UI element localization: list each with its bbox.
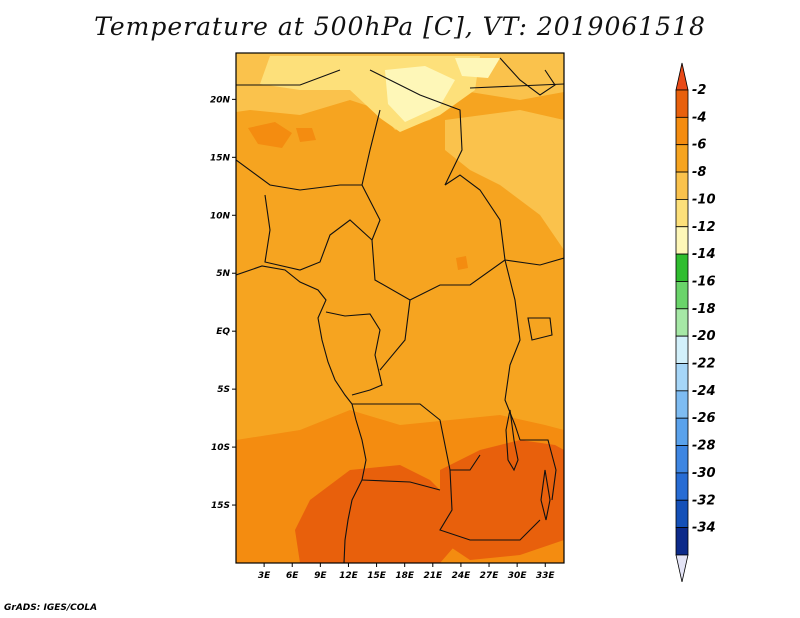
region-4-spot-b [296, 128, 316, 142]
colorbar-segment [675, 226, 689, 255]
region-2-south-w [295, 465, 460, 563]
lat-tick-label: 15S [211, 501, 230, 511]
colorbar-segment [675, 89, 689, 118]
lon-tick-label: 9E [314, 571, 327, 581]
region-12-north-b [455, 58, 500, 78]
colorbar-label: -14 [692, 247, 716, 262]
country-borders [236, 57, 564, 563]
region-8-ne [445, 110, 564, 250]
lat-tick-label: 5N [216, 269, 230, 279]
lat-tick-label: 20N [210, 95, 231, 105]
lake-malawi [540, 469, 551, 521]
border-south-sudan [504, 257, 564, 266]
lon-tick-label: 3E [258, 571, 271, 581]
lon-tick-label: 12E [339, 571, 359, 581]
border-sahara [236, 69, 341, 86]
region-12-north [385, 66, 455, 122]
colorbar-segment [675, 499, 689, 529]
colorbar-label: -8 [692, 165, 706, 180]
border-cameroon-gabon [325, 311, 383, 396]
lake-tanganyika [505, 409, 519, 472]
region-2-south-e [440, 440, 564, 560]
lon-tick-label: 30E [508, 571, 528, 581]
colorbar-top-arrow [675, 62, 689, 91]
colorbar-label: -28 [692, 439, 716, 454]
colorbar: -2 -4 -6 -8 -10 -12 -14 -16 -18 -20 -22 -24 -26 -28 -3… [675, 62, 716, 583]
colorbar-segment [675, 363, 689, 392]
lon-tick-label: 24E [452, 571, 472, 581]
lat-tick-label: 15N [210, 153, 231, 163]
border-angola [352, 403, 481, 471]
colorbar-segment [675, 335, 689, 364]
lat-tick-label: EQ [216, 327, 230, 337]
region-4-spot [248, 122, 292, 148]
latitude-axis: 20N 15N 10N 5N EQ 5S 10S 15S [210, 95, 236, 511]
lat-tick-label: 10S [211, 443, 230, 453]
lat-tick-label: 5S [217, 385, 230, 395]
border-egypt-sudan [469, 83, 564, 89]
lake-victoria [527, 317, 553, 341]
colorbar-label: -24 [692, 384, 716, 399]
longitude-axis: 3E 6E 9E 12E 15E 18E 21E 24E 27E 30E 33E [258, 563, 556, 581]
border-nigeria [264, 194, 373, 271]
border-tanzania [520, 439, 557, 501]
colorbar-segment [675, 445, 689, 474]
colorbar-label: -2 [692, 83, 706, 98]
border-drc-north [379, 299, 411, 371]
border-namibia [361, 479, 441, 491]
lat-tick-label: 10N [210, 211, 231, 221]
colorbar-label: -18 [692, 302, 716, 317]
colorbar-label: -10 [692, 192, 716, 207]
credit-label: GrADS: IGES/COLA [4, 603, 98, 613]
colorbar-segment [675, 198, 689, 228]
colorbar-segment [675, 527, 689, 556]
border-drc-east [504, 259, 521, 441]
colorbar-bottom-arrow [675, 554, 689, 583]
red-sea-coast [499, 57, 556, 96]
temperature-field [236, 53, 564, 563]
border-car [371, 174, 506, 301]
colorbar-label: -12 [692, 220, 716, 235]
colorbar-segment [675, 308, 689, 337]
lon-tick-label: 15E [367, 571, 387, 581]
colorbar-segment [675, 390, 689, 419]
colorbar-label: -20 [692, 329, 716, 344]
colorbar-segment [675, 472, 689, 501]
colorbar-segment [675, 281, 689, 310]
colorbar-segment [675, 253, 689, 282]
lon-tick-label: 27E [480, 571, 500, 581]
colorbar-segment [675, 116, 689, 146]
colorbar-label: -30 [692, 466, 716, 481]
colorbar-label: -22 [692, 357, 716, 372]
lon-tick-label: 18E [395, 571, 415, 581]
border-zambia [439, 469, 541, 541]
colorbar-label: -26 [692, 411, 716, 426]
lon-tick-label: 33E [536, 571, 556, 581]
colorbar-label: -4 [692, 110, 706, 125]
colorbar-segment [675, 417, 689, 446]
lon-tick-label: 6E [286, 571, 299, 581]
map-title: Temperature at 500hPa [C], VT: 201906151… [94, 12, 706, 41]
region-4-spot-c [456, 256, 468, 270]
lon-tick-label: 21E [423, 571, 443, 581]
colorbar-segment [675, 144, 689, 173]
colorbar-segment [675, 171, 689, 200]
colorbar-label: -34 [692, 521, 716, 536]
map-frame [235, 52, 565, 564]
border-libya-egypt [369, 69, 463, 186]
colorbar-label: -32 [692, 493, 716, 508]
colorbar-label: -6 [692, 138, 706, 153]
colorbar-label: -16 [692, 274, 716, 289]
coastline-west [236, 265, 367, 563]
border-sahel [236, 159, 362, 191]
